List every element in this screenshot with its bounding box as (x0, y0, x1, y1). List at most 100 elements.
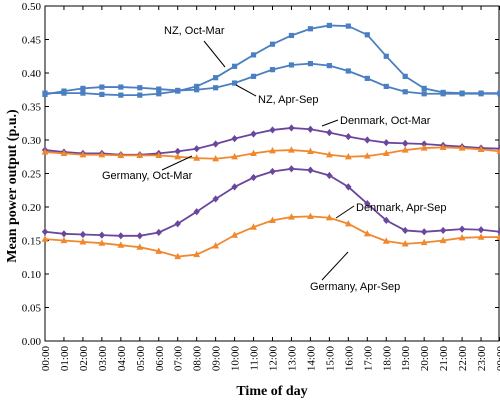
data-point (194, 87, 200, 93)
y-tick-label: 0.30 (22, 135, 42, 147)
x-tick-label: 01:00 (59, 346, 71, 372)
series-germany-oct-mar (41, 143, 500, 162)
annotation-leader (203, 40, 226, 68)
data-point (118, 92, 124, 98)
series-layer (41, 22, 500, 260)
x-tick-label: 00:00 (40, 346, 52, 372)
data-point (269, 216, 276, 223)
data-point (383, 83, 389, 89)
data-point (458, 144, 466, 151)
data-point (231, 80, 238, 86)
annotation-label: Denmark, Oct-Mar (340, 115, 431, 127)
data-point (250, 52, 257, 58)
data-point (98, 239, 106, 246)
data-point (250, 223, 257, 230)
data-point (117, 232, 125, 240)
data-point (458, 234, 466, 241)
x-tick-label: 13:00 (286, 346, 298, 372)
data-point (98, 231, 106, 239)
data-point (212, 242, 220, 249)
data-point (363, 152, 371, 159)
data-point (212, 140, 219, 148)
y-tick-label: 0.40 (22, 68, 42, 80)
data-point (212, 195, 219, 203)
data-point (41, 148, 49, 155)
data-point (440, 91, 446, 97)
data-point (421, 91, 427, 97)
data-point (477, 145, 485, 152)
data-point (231, 63, 238, 69)
data-point (420, 238, 428, 246)
data-point (364, 136, 371, 144)
data-point (60, 236, 68, 244)
data-point (136, 243, 144, 250)
x-tick-label: 12:00 (268, 346, 280, 372)
x-tick-label: 10:00 (230, 346, 242, 372)
data-point (99, 84, 105, 90)
data-point (401, 240, 409, 247)
data-point (41, 235, 49, 242)
data-point (364, 75, 370, 81)
data-point (213, 75, 219, 81)
data-point (345, 183, 352, 191)
y-tick-label: 0.50 (22, 1, 42, 13)
data-point (61, 88, 67, 94)
data-point (477, 226, 485, 234)
data-point (364, 32, 370, 38)
annotation-label: Germany, Apr-Sep (310, 281, 400, 293)
data-point (307, 147, 314, 154)
x-tick-label: 06:00 (154, 346, 166, 372)
data-point (231, 231, 238, 238)
data-point (174, 252, 182, 260)
data-point (79, 150, 87, 158)
data-point (478, 91, 484, 97)
annotation-leader (235, 84, 257, 97)
data-point (344, 219, 352, 227)
data-point (383, 216, 390, 224)
data-point (439, 143, 447, 150)
data-point (137, 85, 143, 91)
data-point (345, 23, 351, 29)
x-tick-label: 22:00 (457, 346, 469, 372)
data-point (193, 145, 200, 153)
series-nz-apr-sep (42, 61, 500, 98)
x-tick-label: 17:00 (362, 346, 374, 372)
data-point (307, 166, 314, 174)
data-point (41, 228, 49, 236)
x-tick-label: 03:00 (97, 346, 109, 372)
data-point (439, 226, 447, 235)
y-tick-label: 0.20 (22, 202, 42, 214)
data-point (79, 238, 87, 245)
data-point (212, 154, 220, 162)
data-point (42, 91, 48, 98)
x-tick-label: 15:00 (324, 346, 336, 372)
data-point (497, 91, 500, 97)
data-point (496, 233, 500, 240)
data-point (420, 228, 428, 236)
data-point (402, 139, 409, 147)
data-point (231, 152, 238, 160)
data-point (174, 147, 181, 155)
data-point (307, 125, 314, 133)
data-point (383, 139, 390, 147)
data-point (363, 230, 371, 237)
data-point (459, 91, 465, 97)
data-point (98, 150, 106, 158)
data-point (155, 228, 162, 237)
data-point (193, 154, 201, 161)
data-point (402, 89, 408, 95)
axes: 0.00 0.05 0.10 0.15 0.20 0.25 0.30 0.35 0.40 0.45… (22, 1, 500, 371)
data-point (496, 147, 500, 154)
data-point (60, 230, 68, 238)
data-point (175, 87, 181, 94)
data-point (477, 233, 485, 240)
data-point (250, 173, 257, 182)
data-point (136, 232, 143, 240)
annotations: NZ, Oct-Mar NZ, Apr-Sep Denmark, Oct-Mar Ge… (102, 25, 446, 293)
data-point (326, 22, 332, 29)
series-line (45, 24, 500, 97)
data-point (458, 225, 466, 233)
data-point (213, 85, 219, 91)
data-point (382, 149, 390, 156)
